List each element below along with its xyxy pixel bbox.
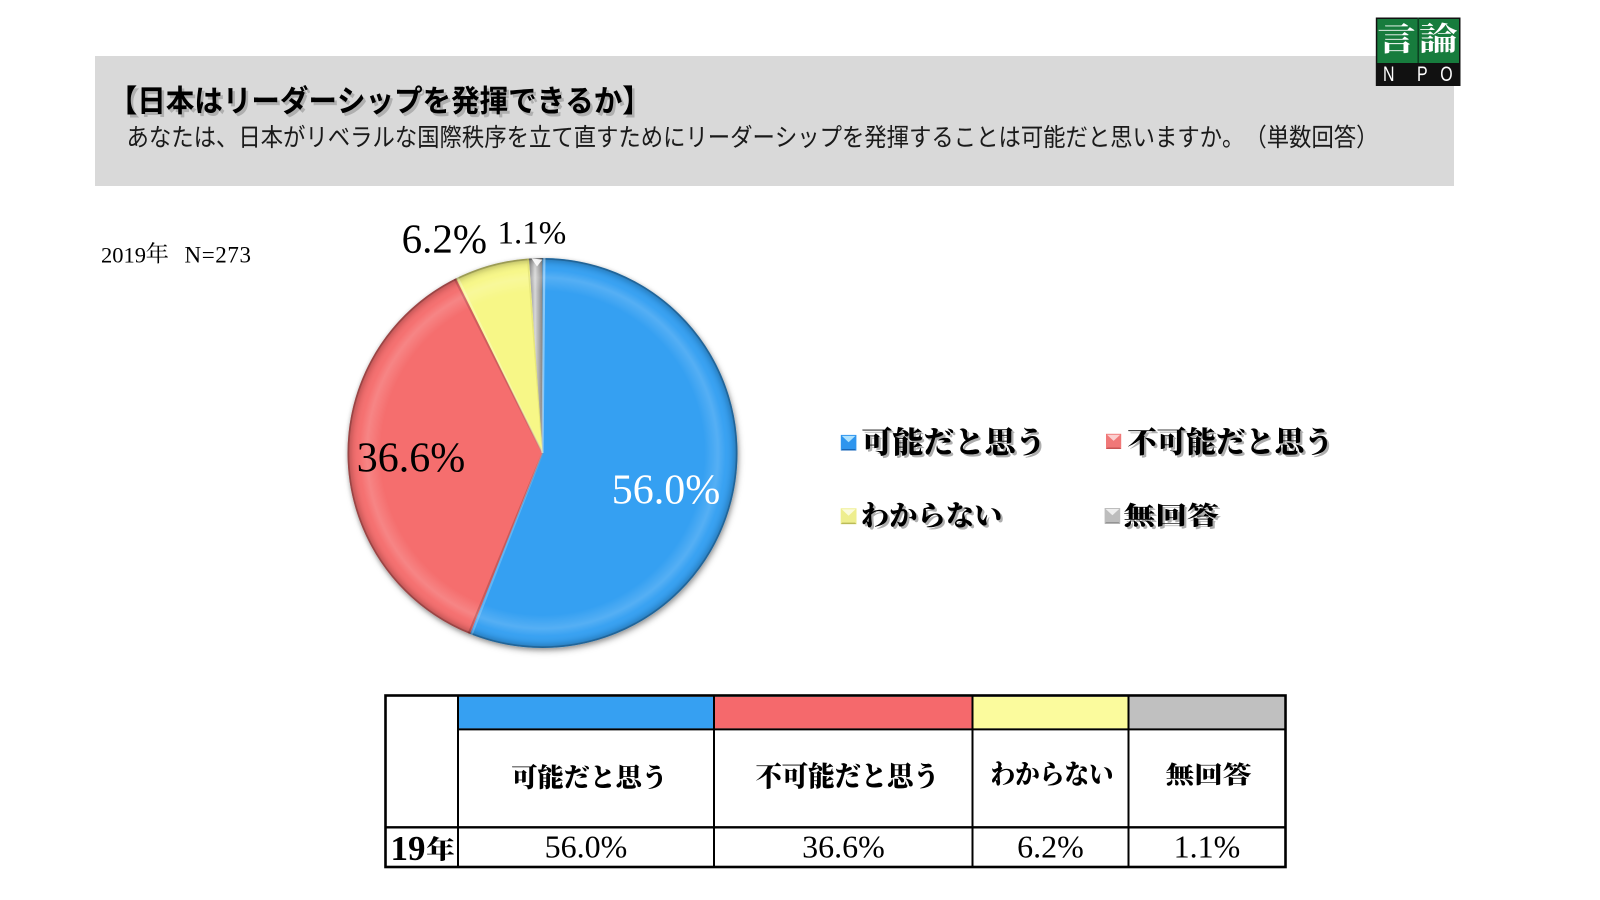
svg-text:6.2%: 6.2% bbox=[1017, 829, 1084, 865]
svg-text:36.6%: 36.6% bbox=[802, 829, 885, 865]
svg-text:36.6%: 36.6% bbox=[357, 436, 466, 482]
svg-text:N=273: N=273 bbox=[185, 243, 252, 268]
svg-text:1.1%: 1.1% bbox=[498, 216, 567, 252]
svg-text:P: P bbox=[1417, 63, 1428, 87]
svg-text:56.0%: 56.0% bbox=[545, 829, 628, 865]
svg-text:2019: 2019 bbox=[101, 243, 146, 268]
svg-text:6.2%: 6.2% bbox=[402, 215, 487, 261]
svg-text:56.0%: 56.0% bbox=[612, 468, 721, 514]
svg-text:1.1%: 1.1% bbox=[1174, 829, 1241, 865]
svg-text:N: N bbox=[1383, 63, 1394, 87]
svg-text:19: 19 bbox=[391, 829, 426, 868]
svg-text:O: O bbox=[1440, 63, 1452, 87]
